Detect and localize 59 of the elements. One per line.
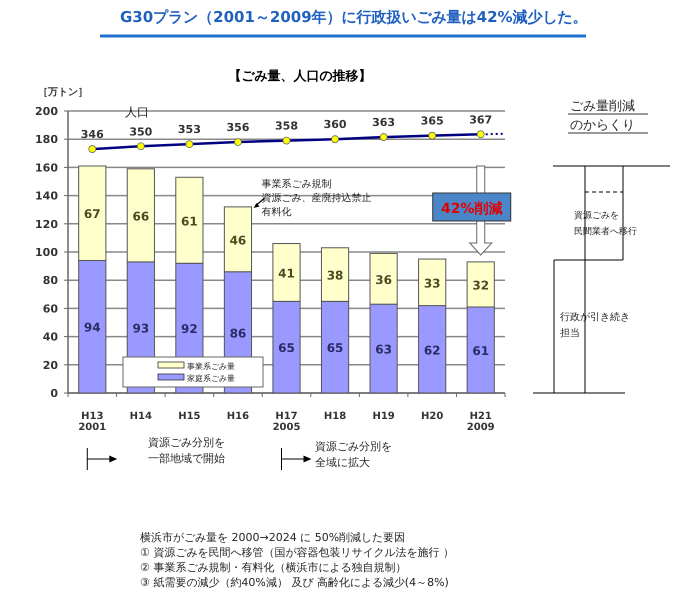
y-tick-label: 100 [35,246,58,259]
data-label: 65 [278,341,295,356]
x-tick-label: H18 [324,411,346,422]
text: ごみ量削減のからくり [570,99,635,133]
data-label: 63 [375,342,392,357]
x-tick-label: H19 [372,411,395,422]
data-label: 61 [181,214,198,228]
y-tick-label: 160 [35,161,58,174]
data-label: 62 [424,343,441,358]
data-label: 61 [472,344,490,358]
data-label: 32 [472,278,490,292]
data-label: 86 [230,326,246,340]
data-label: 92 [181,322,198,336]
text: 資源ごみ分別を一部地域で開始 [148,436,225,465]
data-label: 365 [420,114,444,128]
data-label: 353 [178,123,201,136]
data-label: 346 [80,128,104,142]
x-tick-label: H21 2009 [466,411,495,433]
data-label: 66 [132,209,150,224]
y-tick-label: 80 [42,274,58,288]
data-label: 67 [84,207,101,222]
data-label: 367 [469,113,492,126]
chart-subtitle: 【ごみ量、人口の推移】 [228,68,372,84]
y-tick-label: 20 [42,358,58,372]
data-label: 65 [326,341,344,356]
y-tick-label: 0 [50,387,58,400]
y-axis-title: ［万トン］ [38,87,88,98]
text: 資源ごみ分別を全域に拡大 [315,440,392,469]
data-label: 93 [132,321,150,336]
y-tick-label: 40 [42,330,58,344]
x-tick-label: H17 2005 [272,411,300,433]
y-tick-label: 180 [35,133,58,146]
x-tick-label: H20 [421,411,444,422]
annotation: 42%削減 [440,201,502,217]
y-tick-label: 60 [42,302,58,316]
data-label: 36 [375,272,392,287]
x-tick-label: H13 2001 [78,411,106,433]
x-tick-label: H15 [178,411,201,422]
chart-title: G30プラン（2001～2009年）に行政扱いごみ量は42%減少した。 [120,8,588,26]
data-label: 33 [424,276,441,290]
x-tick-label: H14 [130,411,152,422]
data-label: 358 [275,120,298,133]
y-tick-label: 140 [35,190,58,203]
data-label: 46 [230,233,246,248]
legend-label: 家庭系ごみ量 [187,374,235,383]
annotation: 事業系ごみ規制資源ごみ、産廃持込禁止有料化 [262,178,372,218]
data-label: 363 [372,116,396,130]
data-label: 360 [324,118,347,132]
data-label: 38 [326,268,344,283]
y-tick-label: 120 [35,218,58,231]
text: 人口 [124,105,149,119]
data-label: 41 [278,266,295,280]
data-label: 356 [226,121,250,134]
x-tick-label: H16 [226,411,250,422]
data-label: 350 [129,125,153,138]
legend-label: 事業系ごみ量 [187,362,235,371]
data-label: 94 [84,320,101,335]
y-tick-label: 200 [35,105,58,118]
text: 横浜市がごみ量を 2000→2024 に 50%削減した要因 ① 資源ごみを民間へ移管（国が容器包装リサイクル法を施行 ） ② 事業系ごみ規制・有料化（横浜市による独自規制） ③ 紙需要の減少（約40%減） 及び 高齢化による減少(4～8%) [140,531,454,589]
